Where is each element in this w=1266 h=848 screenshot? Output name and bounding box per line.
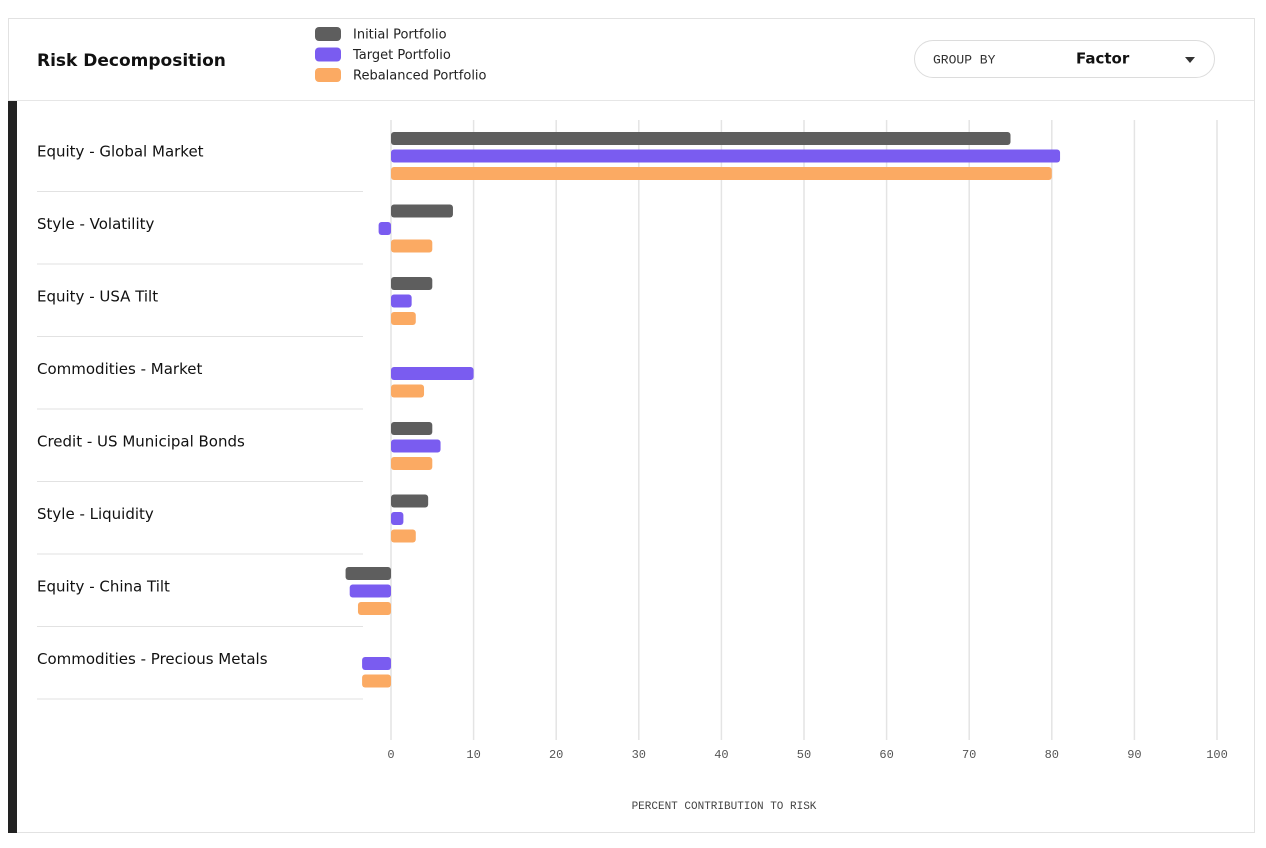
- category-label: Style - Liquidity: [37, 505, 154, 523]
- legend-swatch: [315, 68, 341, 82]
- bar: [391, 132, 1011, 145]
- legend-label: Initial Portfolio: [353, 28, 447, 43]
- bar: [357, 602, 391, 615]
- x-tick-label: 90: [1127, 748, 1141, 762]
- bar: [362, 657, 391, 670]
- bar: [378, 222, 391, 235]
- bar: [391, 167, 1052, 180]
- dropdown-label: GROUP BY: [933, 52, 996, 67]
- bar: [391, 494, 429, 508]
- x-tick-label: 30: [632, 748, 646, 762]
- bar: [391, 294, 412, 308]
- dropdown-value: Factor: [1076, 50, 1130, 68]
- legend-label: Target Portfolio: [352, 48, 451, 63]
- bar: [362, 674, 391, 688]
- x-tick-label: 40: [714, 748, 728, 762]
- x-tick-label: 10: [466, 748, 480, 762]
- bar: [349, 584, 391, 598]
- legend-label: Rebalanced Portfolio: [353, 69, 487, 84]
- bar: [391, 529, 416, 543]
- category-label: Equity - Global Market: [37, 143, 204, 161]
- x-tick-label: 0: [387, 748, 394, 762]
- bar: [391, 384, 425, 398]
- bar: [391, 512, 404, 525]
- bar: [345, 567, 391, 580]
- category-label: Style - Volatility: [37, 215, 155, 233]
- x-tick-label: 100: [1206, 748, 1228, 762]
- bar: [391, 277, 433, 290]
- category-label: Equity - China Tilt: [37, 578, 170, 596]
- bar: [391, 457, 433, 470]
- bar: [391, 204, 453, 218]
- bar: [391, 312, 416, 325]
- bar: [391, 439, 441, 453]
- group-by-dropdown[interactable]: GROUP BY Factor: [914, 40, 1215, 78]
- x-tick-label: 80: [1045, 748, 1059, 762]
- x-tick-label: 60: [879, 748, 893, 762]
- legend-swatch: [315, 27, 341, 41]
- side-accent: [8, 101, 17, 833]
- category-label: Equity - USA Tilt: [37, 288, 158, 306]
- x-tick-label: 20: [549, 748, 563, 762]
- dropdown-box[interactable]: [914, 40, 1215, 78]
- category-label: Commodities - Market: [37, 360, 202, 378]
- x-tick-label: 50: [797, 748, 811, 762]
- bar: [391, 149, 1061, 163]
- category-label: Commodities - Precious Metals: [37, 650, 268, 668]
- card-title: Risk Decomposition: [37, 51, 226, 71]
- bar: [391, 367, 474, 380]
- legend-swatch: [315, 47, 341, 62]
- x-tick-label: 70: [962, 748, 976, 762]
- bar: [391, 422, 433, 435]
- category-label: Credit - US Municipal Bonds: [37, 433, 245, 451]
- bar: [391, 239, 433, 253]
- dropdown-caret: [1185, 57, 1195, 63]
- x-axis-title: PERCENT CONTRIBUTION TO RISK: [632, 801, 817, 813]
